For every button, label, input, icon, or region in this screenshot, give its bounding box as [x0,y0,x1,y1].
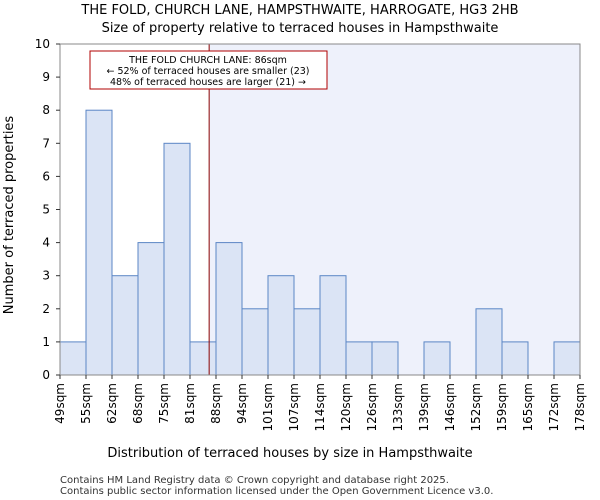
annotation-line-3: 48% of terraced houses are larger (21) → [110,77,306,88]
bar-75sqm [163,142,191,376]
bar-120sqm [345,341,373,376]
x-tick-label: 107sqm [287,383,301,431]
y-axis-label: Number of terraced properties [2,116,17,315]
x-tick-label: 75sqm [157,383,171,424]
y-tick-label: 3 [42,269,50,283]
y-tick-label: 8 [42,103,50,117]
bar-49sqm [59,341,87,376]
x-ticks: 49sqm 55sqm 62sqm 68sqm 75sqm 81sqm 88sqm 94sqm… [53,375,587,431]
bar-126sqm [371,341,399,376]
chart-subtitle: Size of property relative to terraced ho… [102,21,499,36]
x-tick-label: 146sqm [443,383,457,431]
footer-line-1: Contains HM Land Registry data © Crown c… [60,475,449,486]
x-tick-label: 101sqm [261,383,275,431]
bar-152sqm [475,308,503,376]
x-tick-label: 139sqm [417,383,431,431]
x-axis-label: Distribution of terraced houses by size … [107,446,472,461]
bar-94sqm [241,308,269,376]
bar-101sqm [267,275,295,376]
x-tick-label: 159sqm [495,383,509,431]
annotation-line-1: THE FOLD CHURCH LANE: 86sqm [128,55,287,66]
chart-title: THE FOLD, CHURCH LANE, HAMPSTHWAITE, HAR… [80,3,518,18]
bars-group [59,109,581,376]
x-tick-label: 152sqm [469,383,483,431]
x-tick-label: 178sqm [573,383,587,431]
x-tick-label: 81sqm [183,383,197,424]
bar-107sqm [293,308,321,376]
plot-area: 0 1 2 3 4 5 6 7 8 9 10 49sqm 55sqm 62sqm 68sqm 75sqm 81… [35,37,587,431]
x-tick-label: 88sqm [209,383,223,424]
footer-line-2: Contains public sector information licen… [60,486,493,497]
y-tick-label: 1 [42,335,50,349]
annotation-line-2: ← 52% of terraced houses are smaller (23… [106,66,309,77]
y-tick-label: 4 [42,236,50,250]
x-tick-label: 62sqm [105,383,119,424]
bar-62sqm [111,275,139,376]
y-tick-label: 9 [42,70,50,84]
x-tick-label: 68sqm [131,383,145,424]
y-ticks: 0 1 2 3 4 5 6 7 8 9 10 [35,37,60,382]
y-tick-label: 6 [42,169,50,183]
y-tick-label: 7 [42,136,50,150]
x-tick-label: 120sqm [339,383,353,431]
x-tick-label: 114sqm [313,383,327,431]
bar-139sqm [423,341,451,376]
y-tick-label: 2 [42,302,50,316]
x-tick-label: 94sqm [235,383,249,424]
annotation-frame [89,50,328,90]
bar-81sqm [189,341,217,376]
x-tick-label: 133sqm [391,383,405,431]
bar-55sqm [85,109,113,376]
bar-114sqm [319,275,347,376]
x-tick-label: 172sqm [547,383,561,431]
y-tick-label: 5 [42,203,50,217]
y-tick-label: 10 [35,37,50,51]
x-tick-label: 55sqm [79,383,93,424]
x-tick-label: 165sqm [521,383,535,431]
bar-172sqm [553,341,581,376]
bar-159sqm [501,341,529,376]
x-tick-label: 49sqm [53,383,67,424]
x-tick-label: 126sqm [365,383,379,431]
annotation-box: THE FOLD CHURCH LANE: 86sqm ← 52% of ter… [89,50,328,90]
bar-68sqm [137,242,165,376]
bar-88sqm [215,242,243,376]
y-tick-label: 0 [42,368,50,382]
